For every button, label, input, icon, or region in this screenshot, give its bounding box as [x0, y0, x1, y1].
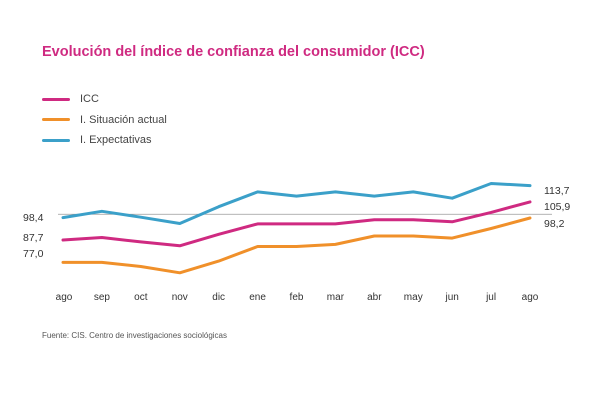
x-tick-label: abr — [367, 292, 382, 303]
x-tick-label: jul — [485, 292, 496, 303]
end-value-label: 98,2 — [544, 218, 565, 230]
x-tick-label: ene — [249, 292, 266, 303]
x-tick-label: sep — [94, 292, 111, 303]
x-tick-label: ago — [522, 292, 539, 303]
series-line-icc — [61, 200, 532, 248]
x-tick-label: mar — [327, 292, 345, 303]
legend-label-icc: ICC — [80, 93, 99, 106]
x-tick-label: jun — [444, 292, 458, 303]
x-tick-label: oct — [134, 292, 148, 303]
legend-label-situacion: I. Situación actual — [80, 113, 167, 126]
legend-swatch-icc — [42, 97, 70, 101]
legend: ICC I. Situación actual I. Expectativas — [42, 89, 167, 151]
start-value-label: 77,0 — [23, 248, 44, 260]
legend-item-situacion: I. Situación actual — [42, 110, 167, 131]
chart-title: Evolución del índice de confianza del co… — [42, 44, 425, 60]
x-tick-label: may — [404, 292, 423, 303]
legend-swatch-situacion — [42, 118, 70, 122]
series-line-situacion — [61, 216, 532, 275]
legend-item-icc: ICC — [42, 89, 167, 110]
series-line-expectativas — [61, 182, 532, 225]
x-tick-label: nov — [172, 292, 188, 303]
legend-label-expectativas: I. Expectativas — [80, 134, 152, 147]
source-note: Fuente: CIS. Centro de investigaciones s… — [42, 331, 227, 340]
x-tick-label: ago — [56, 292, 73, 303]
end-value-label: 105,9 — [544, 201, 570, 213]
x-tick-label: dic — [212, 292, 225, 303]
start-value-label: 98,4 — [23, 212, 44, 224]
end-value-label: 113,7 — [544, 185, 570, 197]
legend-item-expectativas: I. Expectativas — [42, 130, 167, 151]
start-value-label: 87,7 — [23, 232, 44, 244]
x-tick-label: feb — [290, 292, 304, 303]
legend-swatch-expectativas — [42, 138, 70, 142]
